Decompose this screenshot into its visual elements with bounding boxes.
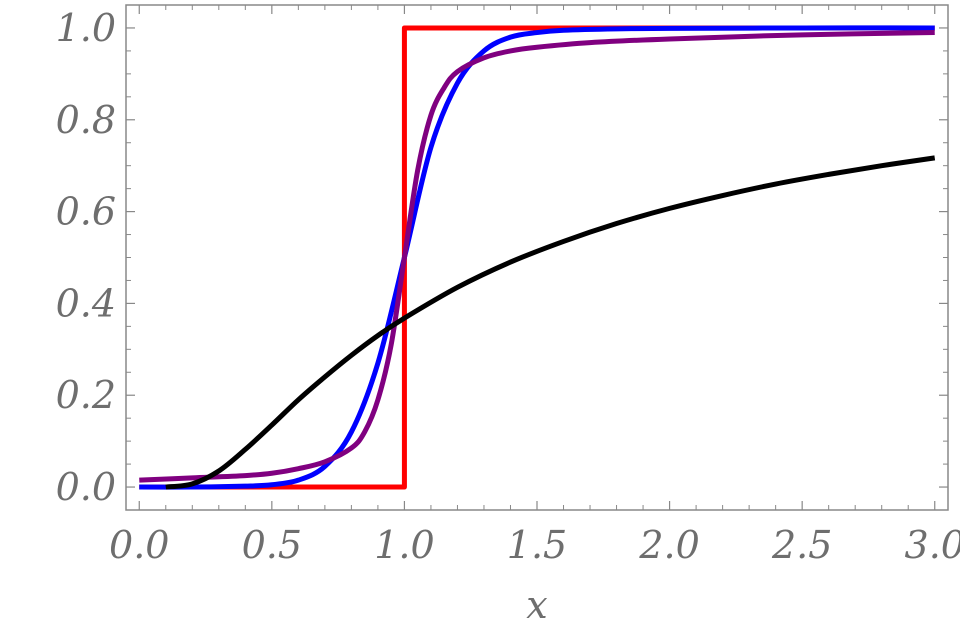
x-axis-label: x [526,583,547,627]
x-tick-label: 0.5 [242,523,302,567]
series-line-red-step [139,25,935,490]
y-tick-label: 0.2 [56,373,116,417]
tick-labels: 0.0 0.5 1.0 1.5 2.0 2.5 3.0 0.0 0.2 0.4 0.6 0.8 1.0 [56,6,960,567]
y-tick-label: 0.6 [56,190,116,234]
series-line-black [165,155,936,490]
y-tick-label: 0.4 [56,281,116,325]
x-tick-label: 3.0 [905,523,960,567]
series-line-purple [139,30,935,483]
series-group [139,25,936,490]
x-tick-label: 1.0 [374,523,434,567]
y-tick-label: 0.8 [56,98,116,142]
y-tick-label: 1.0 [56,6,116,50]
x-tick-label: 2.0 [638,523,699,567]
series-line-blue [139,25,935,490]
x-tick-label: 0.0 [109,523,169,567]
y-tick-label: 0.0 [56,465,116,509]
plot-frame [125,4,949,511]
x-tick-label: 1.5 [507,523,567,567]
x-tick-label: 2.5 [771,523,832,567]
tick-marks [126,5,948,510]
